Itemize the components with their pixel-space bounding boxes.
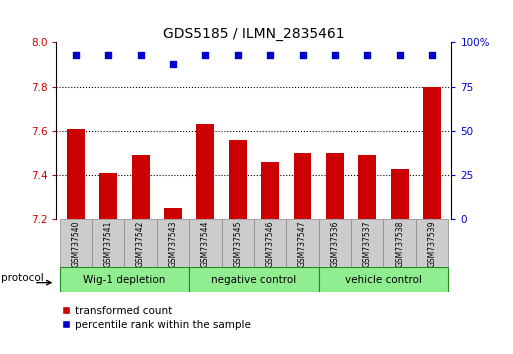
Point bbox=[136, 52, 145, 58]
Point bbox=[72, 52, 80, 58]
Text: protocol: protocol bbox=[1, 273, 44, 284]
Point bbox=[266, 52, 274, 58]
Text: Wig-1 depletion: Wig-1 depletion bbox=[83, 275, 166, 285]
Bar bbox=[196, 124, 214, 219]
Bar bbox=[132, 155, 149, 219]
Bar bbox=[254, 219, 286, 267]
Bar bbox=[416, 219, 448, 267]
Bar bbox=[222, 219, 254, 267]
Bar bbox=[60, 267, 189, 292]
Text: GSM737540: GSM737540 bbox=[71, 221, 81, 267]
Text: GSM737542: GSM737542 bbox=[136, 221, 145, 267]
Bar bbox=[67, 129, 85, 219]
Point bbox=[169, 61, 177, 67]
Bar bbox=[157, 219, 189, 267]
Bar bbox=[125, 219, 157, 267]
Bar bbox=[229, 140, 247, 219]
Text: GSM737536: GSM737536 bbox=[330, 221, 340, 267]
Bar bbox=[164, 209, 182, 219]
Bar bbox=[319, 219, 351, 267]
Text: vehicle control: vehicle control bbox=[345, 275, 422, 285]
Title: GDS5185 / ILMN_2835461: GDS5185 / ILMN_2835461 bbox=[163, 28, 345, 41]
Bar bbox=[286, 219, 319, 267]
Text: GSM737539: GSM737539 bbox=[427, 221, 437, 267]
Bar bbox=[293, 153, 311, 219]
Text: GSM737541: GSM737541 bbox=[104, 221, 113, 267]
Bar bbox=[391, 169, 408, 219]
Point bbox=[201, 52, 209, 58]
Point bbox=[428, 52, 436, 58]
Bar bbox=[326, 153, 344, 219]
Bar bbox=[383, 219, 416, 267]
Bar bbox=[261, 162, 279, 219]
Legend: transformed count, percentile rank within the sample: transformed count, percentile rank withi… bbox=[62, 306, 251, 330]
Text: GSM737543: GSM737543 bbox=[168, 221, 177, 267]
Text: GSM737545: GSM737545 bbox=[233, 221, 242, 267]
Point bbox=[233, 52, 242, 58]
Point bbox=[396, 52, 404, 58]
Point bbox=[104, 52, 112, 58]
Bar bbox=[100, 173, 117, 219]
Bar bbox=[60, 219, 92, 267]
Point bbox=[331, 52, 339, 58]
Text: GSM737537: GSM737537 bbox=[363, 221, 372, 267]
Point bbox=[363, 52, 371, 58]
Bar bbox=[189, 219, 222, 267]
Text: GSM737547: GSM737547 bbox=[298, 221, 307, 267]
Bar bbox=[319, 267, 448, 292]
Bar bbox=[351, 219, 383, 267]
Bar bbox=[423, 87, 441, 219]
Text: GSM737546: GSM737546 bbox=[266, 221, 274, 267]
Bar bbox=[359, 155, 376, 219]
Text: GSM737544: GSM737544 bbox=[201, 221, 210, 267]
Text: GSM737538: GSM737538 bbox=[395, 221, 404, 267]
Text: negative control: negative control bbox=[211, 275, 297, 285]
Bar bbox=[92, 219, 125, 267]
Bar bbox=[189, 267, 319, 292]
Point bbox=[299, 52, 307, 58]
